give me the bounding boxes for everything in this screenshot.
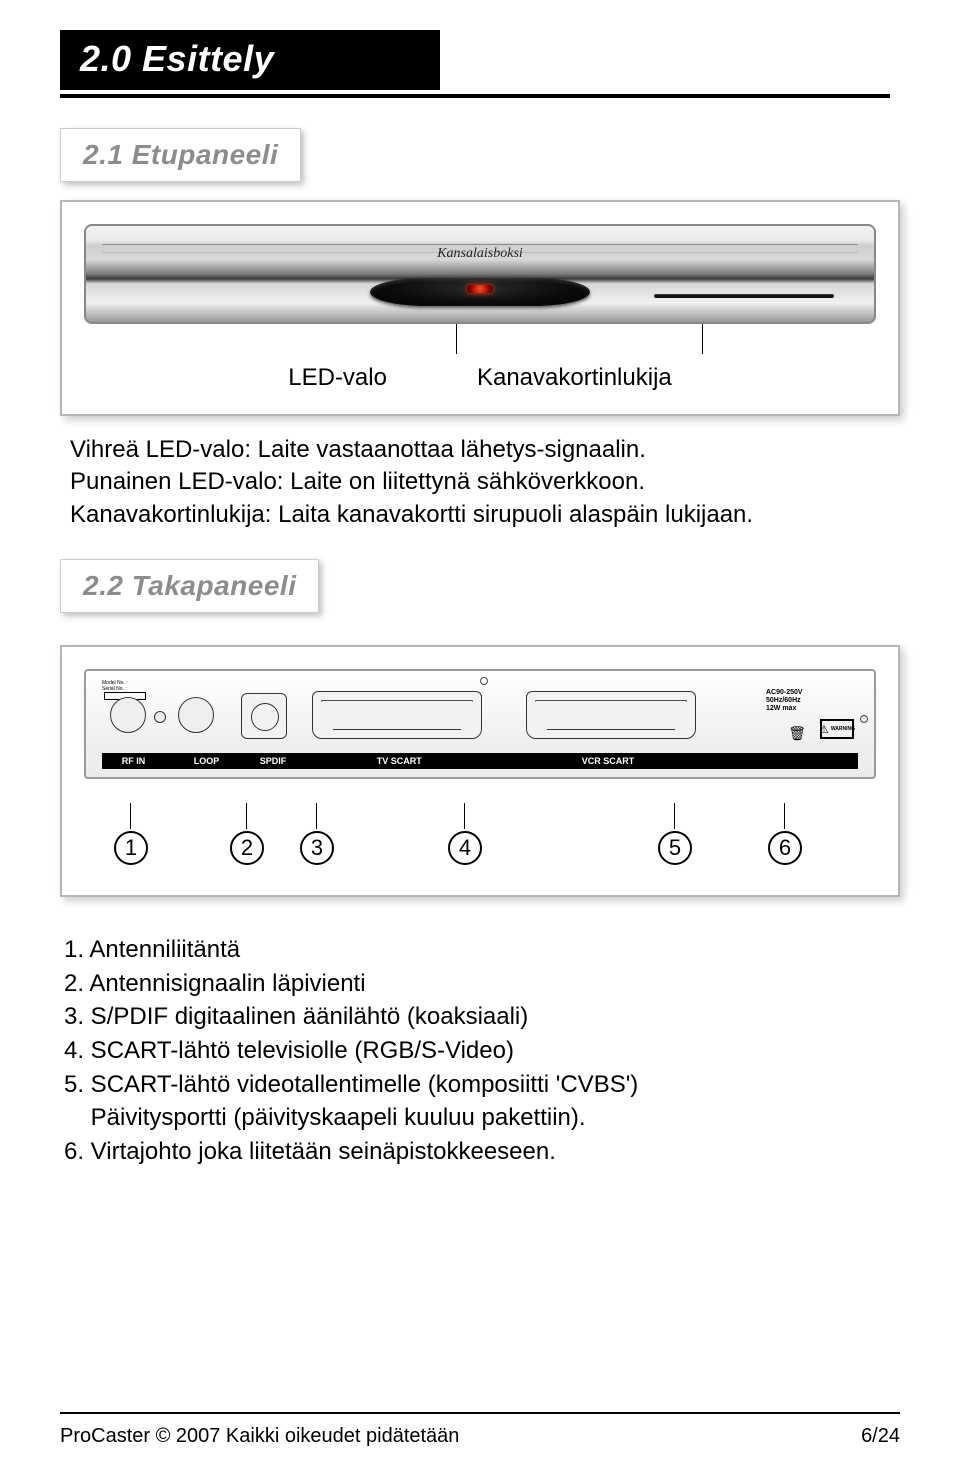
card-slot xyxy=(654,294,834,298)
callout-1: 1 xyxy=(114,831,148,865)
callout-6: 6 xyxy=(768,831,802,865)
power-spec: AC90-250V 50Hz/60Hz 12W max xyxy=(766,689,856,713)
screw-icon xyxy=(480,677,488,685)
caption-led: LED-valo xyxy=(288,364,387,392)
list-item: Päivitysportti (päivityskaapeli kuuluu p… xyxy=(64,1101,900,1135)
label-vcr-scart: VCR SCART xyxy=(582,756,635,766)
section-2-2-text: 2.2 Takapaneeli xyxy=(83,570,296,601)
leader-line xyxy=(316,803,317,829)
list-item: 5. SCART-lähtö videotallentimelle (kompo… xyxy=(64,1068,900,1102)
recycle-icon: 🗑 xyxy=(788,725,806,742)
leader-line xyxy=(674,803,675,829)
front-panel-frame: Kansalaisboksi LED-valo Kanavakortinluki… xyxy=(60,200,900,416)
warning-icon: WARNING xyxy=(820,719,854,739)
leader-line xyxy=(702,324,703,354)
list-item: 2. Antennisignaalin läpivienti xyxy=(64,967,900,1001)
back-label-bar: RF IN LOOP SPDIF TV SCART VCR SCART xyxy=(102,753,859,769)
footer-rule xyxy=(60,1412,900,1414)
leader-line xyxy=(246,803,247,829)
desc-line: Kanavakortinlukija: Laita kanavakortti s… xyxy=(70,499,890,531)
label-spdif: SPDIF xyxy=(260,756,287,766)
label-loop: LOOP xyxy=(194,756,220,766)
rf-loop-connector xyxy=(178,697,214,733)
leader-line xyxy=(464,803,465,829)
caption-cardreader: Kanavakortinlukija xyxy=(477,364,672,392)
front-description: Vihreä LED-valo: Laite vastaanottaa lähe… xyxy=(70,434,890,531)
desc-line: Punainen LED-valo: Laite on liitettynä s… xyxy=(70,466,890,498)
leader-line xyxy=(456,324,457,354)
seam-line xyxy=(102,244,859,245)
tv-scart-connector xyxy=(312,691,482,739)
footer-page-number: 6/24 xyxy=(861,1425,900,1448)
list-item: 1. Antenniliitäntä xyxy=(64,933,900,967)
back-panel-frame: Model No. : Serial No. : AC90-250V 50Hz/… xyxy=(60,645,900,897)
page-header: 2.0 Esittely xyxy=(60,30,440,90)
callout-5: 5 xyxy=(658,831,692,865)
connector-list: 1. Antenniliitäntä 2. Antennisignaalin l… xyxy=(64,933,900,1168)
page-footer: ProCaster © 2007 Kaikki oikeudet pidätet… xyxy=(60,1425,900,1448)
device-brand: Kansalaisboksi xyxy=(437,246,523,262)
leader-line xyxy=(130,803,131,829)
screw-icon xyxy=(860,715,868,723)
label-rfin: RF IN xyxy=(122,756,146,766)
leader-line xyxy=(784,803,785,829)
callout-2: 2 xyxy=(230,831,264,865)
led-window xyxy=(370,278,590,306)
page-title: 2.0 Esittely xyxy=(80,38,420,80)
device-back-illustration: Model No. : Serial No. : AC90-250V 50Hz/… xyxy=(84,669,876,779)
device-front-illustration: Kansalaisboksi xyxy=(84,224,876,324)
callout-4: 4 xyxy=(448,831,482,865)
section-2-1-text: 2.1 Etupaneeli xyxy=(83,139,278,170)
spdif-connector xyxy=(241,693,287,739)
section-2-2-label: 2.2 Takapaneeli xyxy=(60,559,319,613)
model-serial-label: Model No. : Serial No. : xyxy=(102,681,172,700)
vcr-scart-connector xyxy=(526,691,696,739)
label-tv-scart: TV SCART xyxy=(377,756,422,766)
header-rule xyxy=(60,94,890,98)
desc-line: Vihreä LED-valo: Laite vastaanottaa lähe… xyxy=(70,434,890,466)
rf-small-connector xyxy=(154,711,166,723)
rf-in-connector xyxy=(110,697,146,733)
footer-copyright: ProCaster © 2007 Kaikki oikeudet pidätet… xyxy=(60,1425,459,1448)
front-captions: LED-valo Kanavakortinlukija xyxy=(84,364,876,392)
callout-3: 3 xyxy=(300,831,334,865)
section-2-1-label: 2.1 Etupaneeli xyxy=(60,128,301,182)
list-item: 3. S/PDIF digitaalinen äänilähtö (koaksi… xyxy=(64,1000,900,1034)
list-item: 6. Virtajohto joka liitetään seinäpistok… xyxy=(64,1135,900,1169)
list-item: 4. SCART-lähtö televisiolle (RGB/S-Video… xyxy=(64,1034,900,1068)
connector-number-row: 1 2 3 4 5 6 xyxy=(84,803,876,873)
